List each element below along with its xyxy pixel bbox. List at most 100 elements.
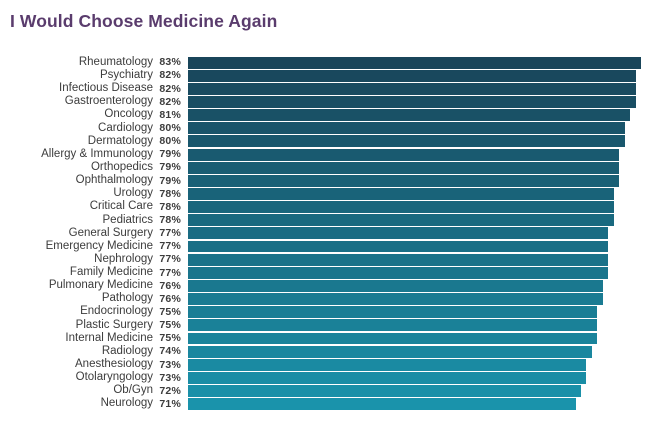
- bar: [188, 385, 581, 398]
- bar: [188, 122, 625, 135]
- bar-value-label: 79%: [159, 161, 181, 174]
- bar-row: General Surgery 77%: [0, 227, 650, 240]
- bar: [188, 96, 636, 108]
- bar: [188, 398, 576, 411]
- bar-row: Cardiology 80%: [0, 122, 650, 135]
- bar-value-label: 71%: [159, 397, 181, 410]
- bar-value-label: 83%: [159, 56, 181, 69]
- bar-value-label: 78%: [159, 200, 181, 213]
- bar-label: Gastroenterology: [64, 95, 153, 108]
- bar-label: Emergency Medicine: [45, 239, 153, 252]
- bar-label: Oncology: [104, 108, 153, 121]
- bar-row: Radiology 74%: [0, 345, 650, 358]
- bar-label: Ophthalmology: [75, 174, 153, 187]
- bar-value-label: 77%: [159, 240, 181, 253]
- bar-row: Internal Medicine 75%: [0, 332, 650, 345]
- bar-label: Pathology: [101, 292, 153, 305]
- bar-value-label: 80%: [159, 122, 181, 135]
- bar: [188, 332, 598, 345]
- bar: [188, 82, 636, 95]
- bar-value-label: 73%: [159, 371, 181, 384]
- bar-value-label: 75%: [159, 332, 181, 345]
- bar-label: Internal Medicine: [65, 331, 153, 344]
- bar-label: Urology: [113, 187, 153, 200]
- bar-row: Emergency Medicine 77%: [0, 240, 650, 253]
- bar-row: Ob/Gyn 72%: [0, 385, 650, 398]
- bar: [188, 372, 587, 384]
- bar: [188, 135, 625, 148]
- bar-label: Rheumatology: [78, 55, 153, 68]
- bar-row: Infectious Disease 82%: [0, 82, 650, 95]
- bar-value-label: 74%: [159, 345, 181, 358]
- bar-value-label: 79%: [159, 148, 181, 161]
- bar-value-label: 82%: [159, 95, 181, 108]
- bar-label: Nephrology: [94, 252, 153, 265]
- bar-label: Dermatology: [87, 134, 153, 147]
- bar-label: Orthopedics: [90, 160, 153, 173]
- bar-row: Psychiatry 82%: [0, 69, 650, 82]
- bar-row: Critical Care 78%: [0, 201, 650, 214]
- bar-row: Plastic Surgery 75%: [0, 319, 650, 332]
- bar-value-label: 80%: [159, 135, 181, 148]
- bar: [188, 319, 598, 332]
- bar-label: Radiology: [101, 344, 153, 357]
- bar-value-label: 78%: [159, 187, 181, 200]
- bar-value-label: 75%: [159, 319, 181, 332]
- bar: [188, 161, 620, 174]
- bar-row: Neurology 71%: [0, 398, 650, 411]
- bar: [188, 306, 598, 319]
- bar: [188, 253, 609, 266]
- bar-value-label: 75%: [159, 305, 181, 318]
- bar-value-label: 82%: [159, 82, 181, 95]
- bar: [188, 240, 609, 253]
- bar: [188, 214, 614, 227]
- bar-label: Ob/Gyn: [113, 384, 153, 397]
- bar: [188, 56, 641, 69]
- bar-row: Ophthalmology 79%: [0, 174, 650, 187]
- bar-value-label: 73%: [159, 358, 181, 371]
- bar-label: Critical Care: [89, 200, 153, 213]
- bar-label: Endocrinology: [80, 305, 153, 318]
- bar: [188, 109, 631, 122]
- bar-row: Allergy & Immunology 79%: [0, 148, 650, 161]
- bar-label: Family Medicine: [69, 266, 153, 279]
- bar-value-label: 77%: [159, 266, 181, 279]
- bar-label: Psychiatry: [99, 68, 153, 81]
- bar-row: Orthopedics 79%: [0, 161, 650, 174]
- bar: [188, 69, 636, 82]
- bar-label: Anesthesiology: [75, 358, 153, 371]
- bar-value-label: 76%: [159, 292, 181, 305]
- bar-row: Nephrology 77%: [0, 253, 650, 266]
- chart-title: I Would Choose Medicine Again: [10, 11, 278, 31]
- bar-row: Pathology 76%: [0, 293, 650, 306]
- bar-value-label: 77%: [159, 227, 181, 240]
- bar-row: Pediatrics 78%: [0, 214, 650, 227]
- bar-label: Allergy & Immunology: [41, 147, 153, 160]
- bar-label: Infectious Disease: [59, 82, 153, 95]
- bar-value-label: 81%: [159, 108, 181, 121]
- bar-chart: Rheumatology 83% Psychiatry 82% Infectious D…: [0, 56, 650, 411]
- bar-label: General Surgery: [68, 226, 153, 239]
- bar-row: Dermatology 80%: [0, 135, 650, 148]
- bar-row: Oncology 81%: [0, 109, 650, 122]
- bar: [188, 345, 592, 358]
- bar-row: Urology 78%: [0, 187, 650, 200]
- bar-row: Rheumatology 83%: [0, 56, 650, 69]
- bar-label: Pulmonary Medicine: [48, 279, 153, 292]
- bar: [188, 148, 620, 161]
- bar-label: Cardiology: [98, 121, 153, 134]
- bar-label: Otolaryngology: [75, 371, 153, 384]
- bar-value-label: 76%: [159, 279, 181, 292]
- bar-row: Endocrinology 75%: [0, 306, 650, 319]
- bar: [188, 174, 620, 187]
- bar-value-label: 82%: [159, 69, 181, 82]
- bar-label: Pediatrics: [102, 213, 154, 226]
- bar: [188, 188, 614, 200]
- bar-row: Pulmonary Medicine 76%: [0, 279, 650, 292]
- bar-row: Family Medicine 77%: [0, 266, 650, 279]
- bar: [188, 358, 587, 371]
- bar-label: Plastic Surgery: [75, 318, 153, 331]
- bar: [188, 227, 609, 240]
- bar: [188, 280, 603, 292]
